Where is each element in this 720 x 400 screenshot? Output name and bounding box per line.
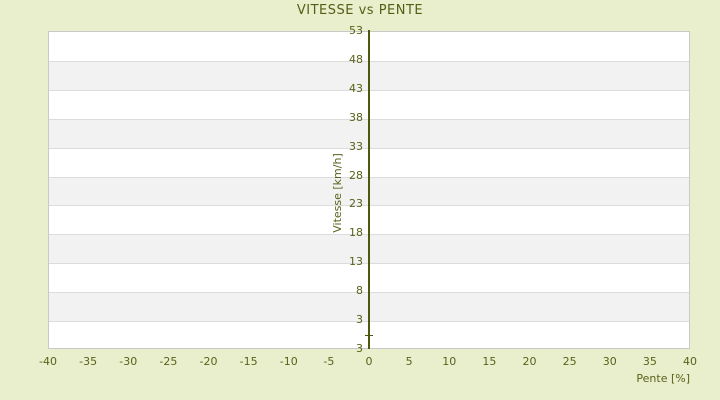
y-tick-label: 8	[356, 284, 363, 298]
x-tick-label: 10	[442, 355, 457, 368]
x-tick-label: -35	[79, 355, 98, 368]
y-tick-label: 13	[349, 255, 363, 269]
chart-title: VITESSE vs PENTE	[296, 3, 424, 18]
y-axis-line	[368, 30, 370, 349]
x-tick-label: 5	[405, 355, 413, 368]
data-point-marker-v	[369, 330, 370, 339]
x-tick-label: 20	[522, 355, 537, 368]
y-tick-label: 3	[356, 313, 363, 327]
x-tick-label: 40	[683, 355, 697, 368]
x-tick-label: -40	[39, 355, 57, 368]
x-tick-label: -5	[323, 355, 335, 368]
y-tick-label: 23	[349, 197, 363, 211]
x-tick-label: -20	[199, 355, 218, 368]
y-tick-label: 38	[349, 110, 363, 124]
x-tick-label: 0	[365, 355, 373, 368]
y-tick-label: 53	[349, 24, 363, 37]
y-axis-bottom-label: 3	[356, 342, 363, 355]
x-tick-label: 25	[562, 355, 577, 368]
x-tick-label: -30	[119, 355, 138, 368]
y-tick-label: 18	[349, 226, 363, 240]
x-tick-label: -25	[159, 355, 178, 368]
x-axis-title: Pente [%]	[636, 372, 690, 385]
x-tick-label: 30	[602, 355, 617, 368]
x-tick-label: -15	[239, 355, 258, 368]
y-tick-label: 28	[349, 168, 363, 182]
x-tick-label: 35	[642, 355, 657, 368]
x-tick-label: 15	[482, 355, 497, 368]
y-tick-label: 43	[349, 81, 363, 95]
y-tick-label: 33	[349, 139, 363, 153]
x-tick-label: -10	[279, 355, 298, 368]
y-tick-label: 48	[349, 52, 363, 66]
